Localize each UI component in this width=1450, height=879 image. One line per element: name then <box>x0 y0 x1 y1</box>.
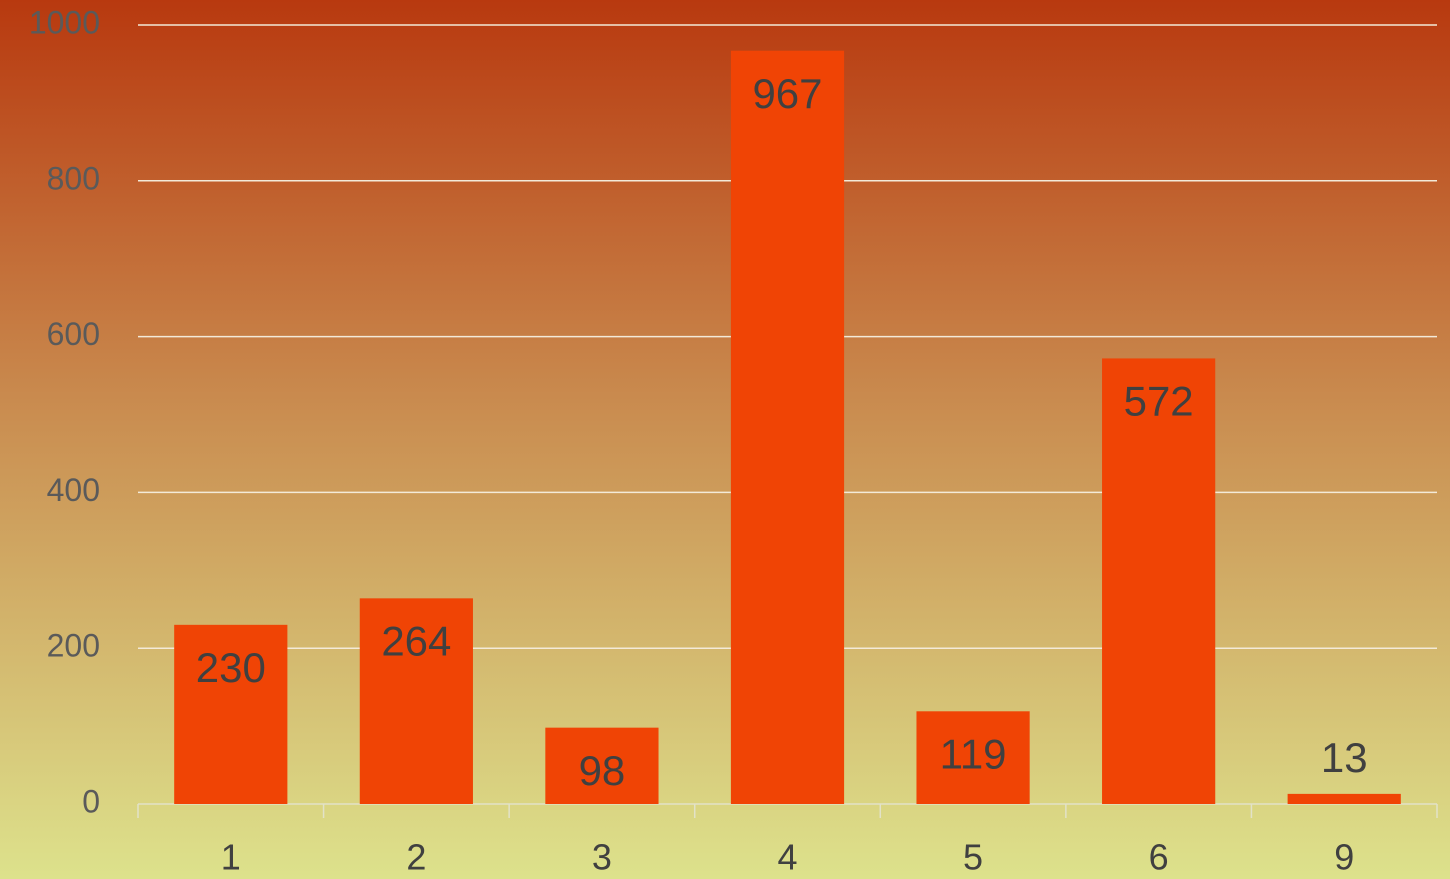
data-label: 119 <box>940 730 1007 777</box>
y-tick-label: 0 <box>82 783 100 819</box>
data-label: 572 <box>1124 378 1194 425</box>
x-tick-label: 5 <box>963 837 983 878</box>
y-tick-label: 1000 <box>29 4 100 40</box>
y-tick-label: 200 <box>47 628 100 664</box>
data-label: 264 <box>381 617 451 664</box>
bar <box>1287 793 1401 804</box>
data-label: 98 <box>579 747 626 794</box>
bar <box>916 711 1030 804</box>
y-tick-label: 400 <box>47 472 100 508</box>
bar <box>730 50 845 804</box>
bar <box>545 727 659 804</box>
y-tick-label: 600 <box>47 316 100 352</box>
bar <box>174 624 288 804</box>
data-label: 13 <box>1321 734 1368 781</box>
x-tick-label: 9 <box>1334 837 1354 878</box>
bar <box>1102 358 1216 804</box>
bar <box>359 598 473 804</box>
data-label: 967 <box>752 70 822 117</box>
x-tick-label: 3 <box>592 837 612 878</box>
y-tick-label: 800 <box>47 160 100 196</box>
plot-area: 0 200 400 600 800 1000 1 230 2 264 3 98 4 967 5 119 6 572… <box>29 4 1438 878</box>
x-tick-label: 2 <box>406 837 426 878</box>
x-tick-label: 4 <box>777 837 797 878</box>
x-tick-label: 1 <box>221 837 241 878</box>
data-label: 230 <box>196 644 266 691</box>
x-tick-label: 6 <box>1149 837 1169 878</box>
